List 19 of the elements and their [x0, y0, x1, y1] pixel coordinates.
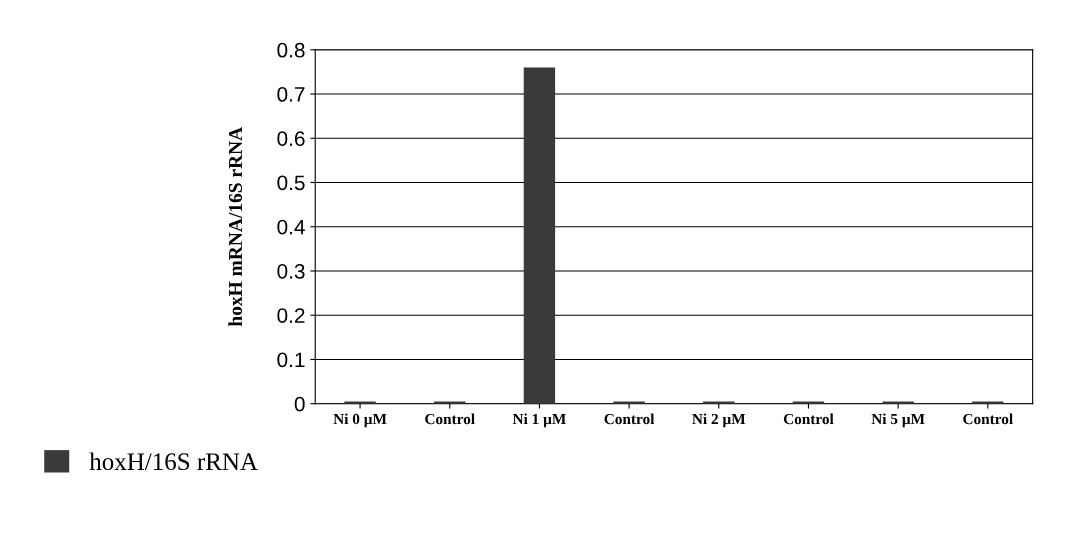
y-tick-label: 0.2: [277, 308, 305, 323]
y-tick-label: 0: [294, 396, 305, 412]
y-tick-label: 0.6: [277, 131, 305, 146]
x-tick-label: Ni 5 µM: [871, 413, 925, 428]
x-tick-label: Control: [425, 413, 475, 425]
y-tick-label: 0.3: [277, 263, 305, 279]
y-tick-label: 0.5: [277, 175, 305, 191]
x-tick-label: Ni 2 µM: [692, 413, 746, 428]
x-tick-label: Control: [783, 413, 834, 425]
y-axis-title: hoxH mRNA/16S rRNA: [228, 126, 243, 327]
x-tick-label: Control: [604, 413, 655, 425]
y-tick-label: 0.4: [277, 219, 305, 235]
legend-label: hoxH/16S rRNA: [89, 452, 258, 471]
x-tick-label: Ni 1 µM: [512, 413, 566, 428]
x-tick-label: Control: [963, 413, 1013, 425]
y-tick-label: 0.8: [277, 42, 305, 58]
y-tick-label: 0.7: [277, 87, 305, 102]
y-tick-label: 0.1: [277, 352, 305, 368]
x-tick-label: Ni 0 µM: [333, 413, 387, 428]
